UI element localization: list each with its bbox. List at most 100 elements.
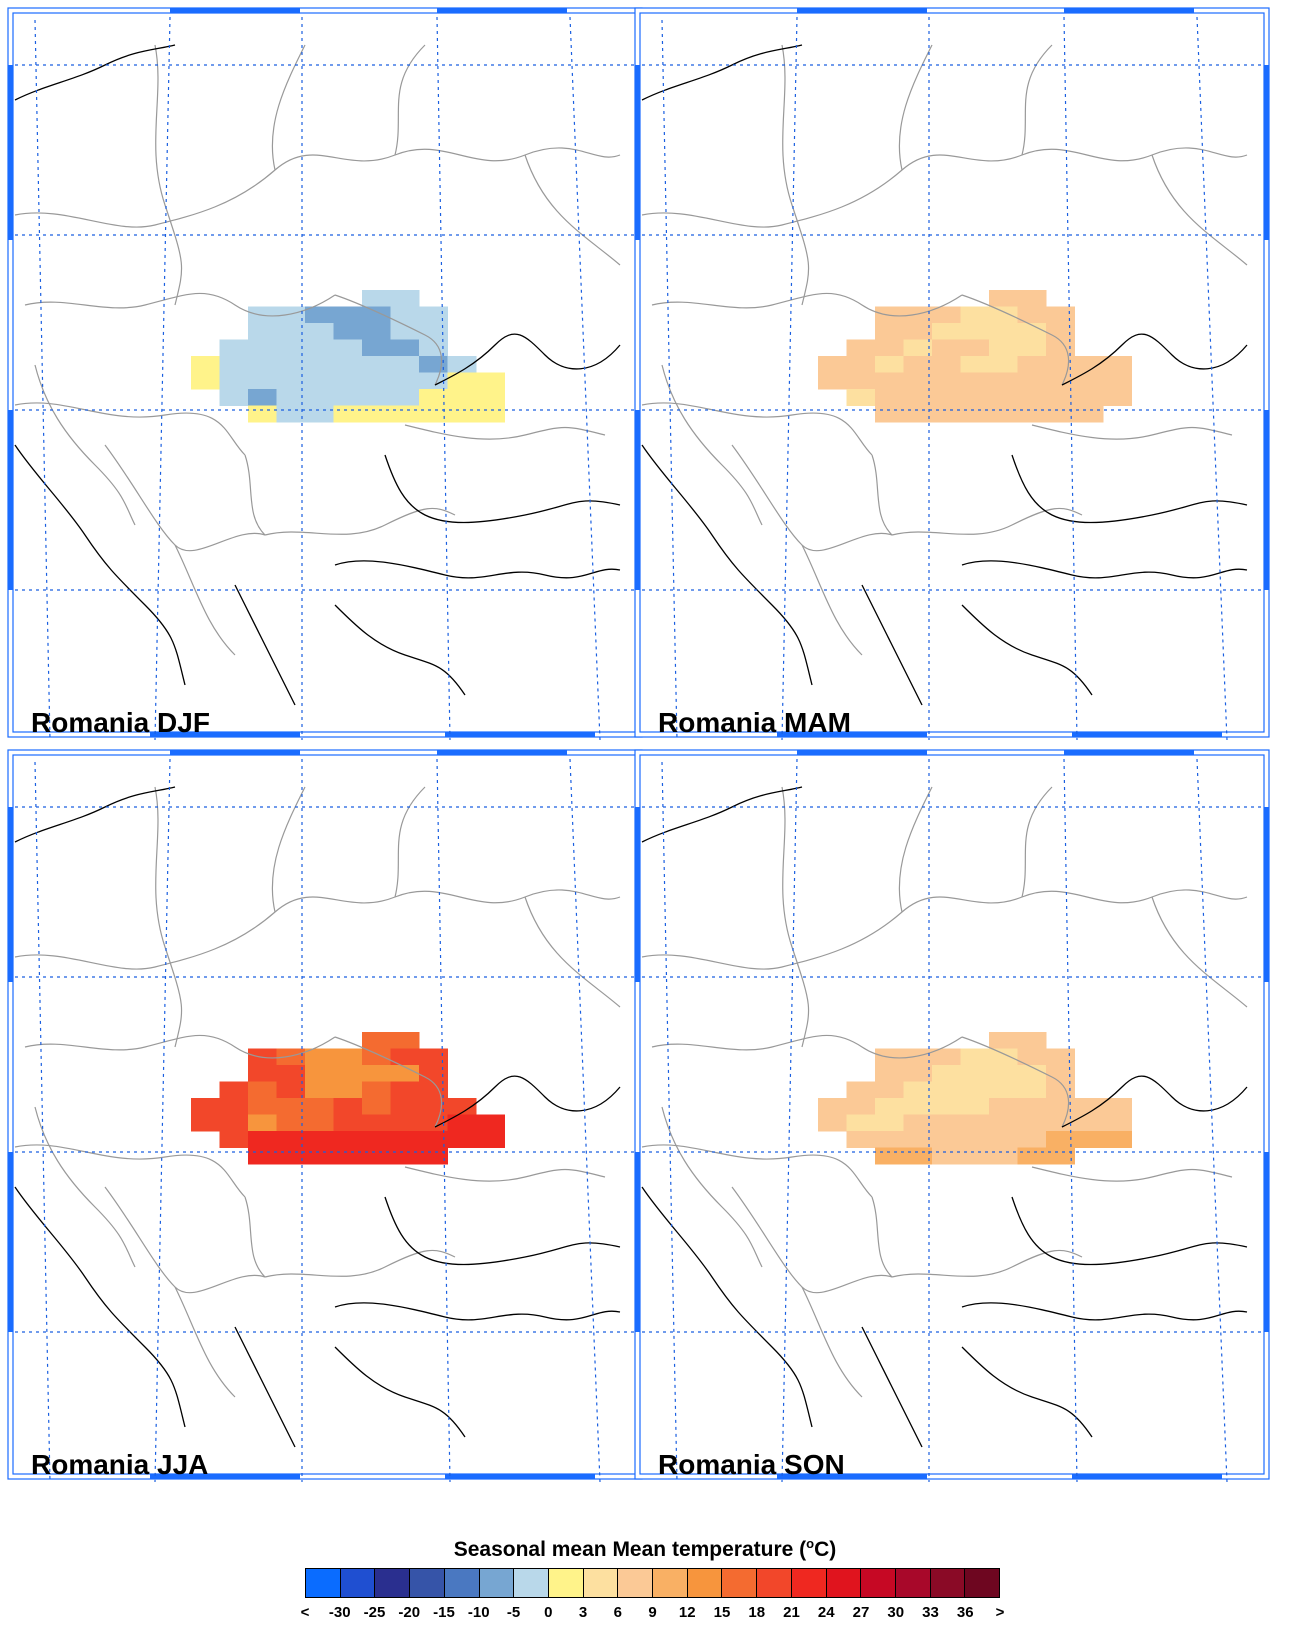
country-border	[394, 786, 426, 898]
data-cell	[903, 372, 933, 390]
data-cell	[333, 1147, 363, 1165]
country-border	[1151, 896, 1248, 1008]
data-cell	[390, 1131, 420, 1148]
country-border	[891, 507, 1083, 536]
data-cell	[276, 356, 306, 373]
colorbar-swatch	[514, 1569, 549, 1597]
data-cell	[875, 1147, 904, 1165]
data-cell	[960, 1131, 990, 1148]
country-border	[961, 1036, 1070, 1128]
data-cell	[276, 323, 306, 340]
frame-bar	[1264, 65, 1269, 240]
data-cell	[219, 1098, 249, 1115]
data-cell	[390, 1032, 420, 1049]
coastline	[1011, 454, 1248, 524]
data-cell	[219, 339, 249, 357]
data-cell	[419, 372, 448, 390]
coastline	[334, 1302, 621, 1321]
data-cell	[818, 1098, 847, 1115]
data-cell	[1074, 1114, 1104, 1132]
data-cell	[305, 1098, 334, 1115]
data-cell	[305, 1081, 334, 1099]
country-border	[801, 544, 863, 656]
data-cell	[276, 1098, 306, 1115]
data-cell	[305, 1065, 334, 1082]
data-cell	[305, 389, 334, 406]
coastline	[961, 1302, 1248, 1321]
country-border	[1031, 1166, 1233, 1182]
data-cell	[248, 372, 277, 390]
data-cell	[1046, 323, 1075, 340]
data-cell	[333, 405, 363, 423]
data-cell	[390, 339, 420, 357]
data-cell	[989, 1081, 1018, 1099]
country-border	[394, 44, 426, 156]
coastline	[14, 444, 186, 686]
data-cell	[419, 405, 448, 423]
data-cell	[989, 389, 1018, 406]
panel-title-djf: Romania DJF	[31, 707, 210, 738]
coastline	[1061, 1075, 1248, 1128]
country-border	[524, 896, 621, 1008]
map-inner-frame	[639, 12, 1265, 733]
colorbar-swatch	[965, 1569, 1000, 1597]
coastline	[384, 1196, 621, 1266]
country-border	[1031, 424, 1233, 440]
country-border	[271, 786, 306, 913]
data-cell	[390, 306, 420, 324]
longitude-line	[1196, 16, 1228, 740]
data-cell	[1103, 389, 1132, 406]
data-cell	[903, 1131, 933, 1148]
data-cell	[903, 339, 933, 357]
data-cell	[989, 290, 1018, 307]
data-cell	[932, 356, 961, 373]
data-cell	[447, 389, 477, 406]
data-cell	[989, 339, 1018, 357]
frame-bar	[1064, 8, 1194, 13]
panel-title-jja: Romania JJA	[31, 1449, 209, 1480]
colorbar-swatch	[791, 1569, 827, 1597]
colorbar-swatch	[826, 1569, 862, 1597]
data-cell	[1074, 356, 1104, 373]
data-cell	[1046, 1114, 1075, 1132]
map-panel-jja: Romania JJA	[5, 747, 645, 1507]
data-cell	[447, 372, 477, 390]
country-border	[524, 154, 621, 266]
frame-bar	[797, 8, 927, 13]
data-cell	[248, 1065, 277, 1082]
data-cell	[333, 323, 363, 340]
colorbar-swatch	[306, 1569, 341, 1597]
country-border	[651, 292, 963, 317]
country-border	[731, 444, 893, 552]
data-cell	[390, 1065, 420, 1082]
coastline	[384, 454, 621, 524]
data-cell	[903, 1048, 933, 1066]
data-cell	[1017, 1048, 1047, 1066]
data-cell	[1046, 372, 1075, 390]
data-cell	[305, 1048, 334, 1066]
country-border	[1021, 786, 1053, 898]
country-border	[651, 1034, 963, 1059]
colorbar-labels: < -30 -25 -20 -15 -10 -5 0 3 6 9 12 15 18 21 24 27 30 33 36…	[290, 1604, 1005, 1624]
colorbar-tick-label: 6	[613, 1604, 622, 1621]
coastline	[641, 44, 803, 101]
data-cell	[362, 1065, 391, 1082]
data-cell	[305, 323, 334, 340]
country-border	[24, 292, 336, 317]
data-cell	[1074, 405, 1104, 423]
coastline	[961, 560, 1248, 579]
data-cell	[932, 1114, 961, 1132]
data-cell	[1017, 356, 1047, 373]
frame-bar	[437, 8, 567, 13]
data-cell	[846, 356, 876, 373]
data-cell	[390, 290, 420, 307]
data-cell	[960, 1114, 990, 1132]
country-border	[898, 44, 933, 171]
data-cell	[1017, 339, 1047, 357]
data-cell	[1103, 1098, 1132, 1115]
data-cell	[960, 1098, 990, 1115]
data-cell	[846, 1098, 876, 1115]
data-cell	[305, 405, 334, 423]
data-cell	[476, 1131, 505, 1148]
colorbar-swatch	[861, 1569, 896, 1597]
